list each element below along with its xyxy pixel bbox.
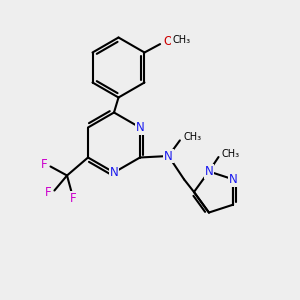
Text: N: N — [136, 121, 144, 134]
Text: F: F — [40, 158, 47, 172]
Text: N: N — [205, 165, 213, 178]
Text: F: F — [70, 192, 76, 205]
Text: N: N — [164, 149, 173, 163]
Text: F: F — [44, 186, 51, 200]
Text: N: N — [229, 173, 237, 186]
Text: N: N — [110, 166, 118, 179]
Text: CH₃: CH₃ — [183, 132, 202, 142]
Text: CH₃: CH₃ — [221, 149, 240, 159]
Text: CH₃: CH₃ — [172, 34, 190, 45]
Text: O: O — [164, 35, 173, 48]
